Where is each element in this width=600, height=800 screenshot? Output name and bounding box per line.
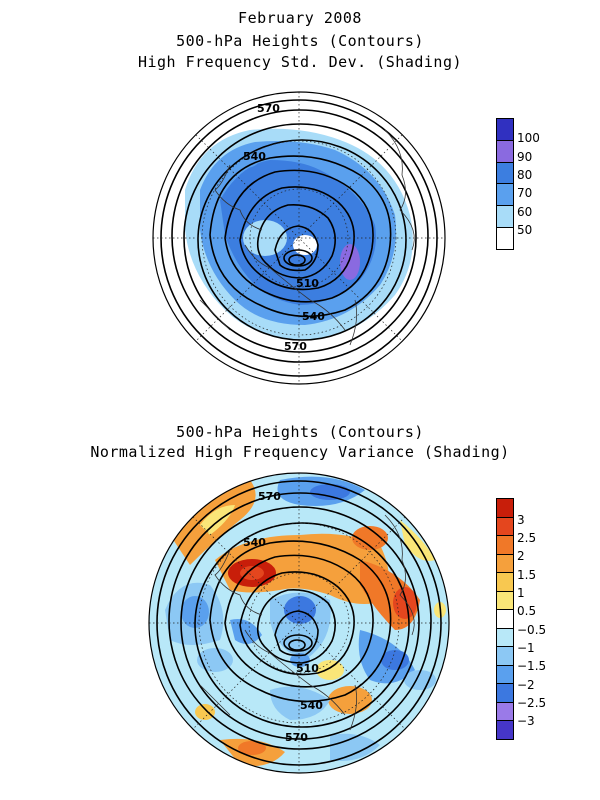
bottom-colorbar-label-1-5: 1.5 [517,568,537,582]
bottom-colorbar-label-0-5: 0.5 [517,604,537,618]
top-title-line-3: High Frequency Std. Dev. (Shading) [137,53,463,71]
top-shading [185,128,413,340]
top-contour-label-540-south: 540 [302,310,325,323]
bottom-colorbar-swatch-2 [497,535,513,554]
top-contour-label-570-north: 570 [257,102,280,115]
bottom-shading [165,476,446,767]
top-contour-label-570-south: 570 [284,340,307,353]
bottom-colorbar-label-3: 3 [517,513,525,527]
bottom-colorbar-swatch-11 [497,701,513,721]
bottom-contour-label-570-north: 570 [258,490,281,503]
bottom-colorbar-label-neg-2-5: −2.5 [517,696,547,710]
bottom-title-line-1: 500-hPa Heights (Contours) [176,423,424,441]
top-coastlines [199,129,415,346]
bottom-colorbar-label-1: 1 [517,586,525,600]
bottom-colorbar-swatch-3 [497,553,513,573]
bottom-colorbar-swatch-1 [497,516,513,536]
bottom-map-border [148,472,450,774]
bottom-graticule [149,473,449,773]
top-colorbar-swatch-4 [497,205,513,228]
top-colorbar-swatch-0 [497,119,513,140]
bottom-colorbar-label-neg-0-5: −0.5 [517,623,547,637]
bottom-colorbar-label-2: 2 [517,549,525,563]
top-colorbar-swatch-1 [497,139,513,162]
bottom-colorbar-swatch-7 [497,627,513,647]
top-colorbar-label-100: 100 [517,131,540,145]
bottom-colorbar-swatch-5 [497,590,513,610]
bottom-colorbar-swatch-10 [497,683,513,702]
top-map-border [152,91,446,385]
bottom-contour-label-570-south: 570 [285,731,308,744]
bottom-colorbar-label-neg-2: −2 [517,678,535,692]
bottom-contour-label-540-south: 540 [300,699,323,712]
top-contour-label-540-north: 540 [243,150,266,163]
bottom-colorbar-label-neg-3: −3 [517,714,535,728]
top-colorbar-label-80: 80 [517,168,533,182]
top-colorbar-label-70: 70 [517,186,533,200]
bottom-colorbar [496,498,514,740]
top-polar-map: 570 540 510 540 570 [152,91,446,385]
bottom-title-line-2: Normalized High Frequency Variance (Shad… [90,443,510,461]
bottom-contour-label-510: 510 [296,662,319,675]
bottom-contour-label-540-north: 540 [243,536,266,549]
bottom-colorbar-label-neg-1-5: −1.5 [517,659,547,673]
top-colorbar-swatch-5 [497,227,513,249]
bottom-colorbar-swatch-12 [497,720,513,739]
top-contour-label-510: 510 [296,277,319,290]
top-colorbar-label-90: 90 [517,150,533,164]
bottom-colorbar-swatch-4 [497,572,513,591]
bottom-colorbar-label-neg-1: −1 [517,641,535,655]
top-title-line-1: February 2008 [238,9,362,27]
top-colorbar [496,118,514,250]
bottom-polar-map: 570 540 510 540 570 [148,472,450,774]
top-colorbar-swatch-2 [497,161,513,184]
bottom-coastlines [199,514,415,731]
bottom-colorbar-swatch-0 [497,499,513,517]
top-colorbar-label-50: 50 [517,223,533,237]
top-colorbar-label-60: 60 [517,205,533,219]
bottom-colorbar-swatch-9 [497,664,513,684]
top-title-line-2: 500-hPa Heights (Contours) [176,32,424,50]
bottom-colorbar-swatch-6 [497,609,513,628]
top-colorbar-swatch-3 [497,183,513,206]
top-graticule [153,92,445,384]
bottom-colorbar-swatch-8 [497,646,513,665]
bottom-colorbar-label-2-5: 2.5 [517,531,537,545]
